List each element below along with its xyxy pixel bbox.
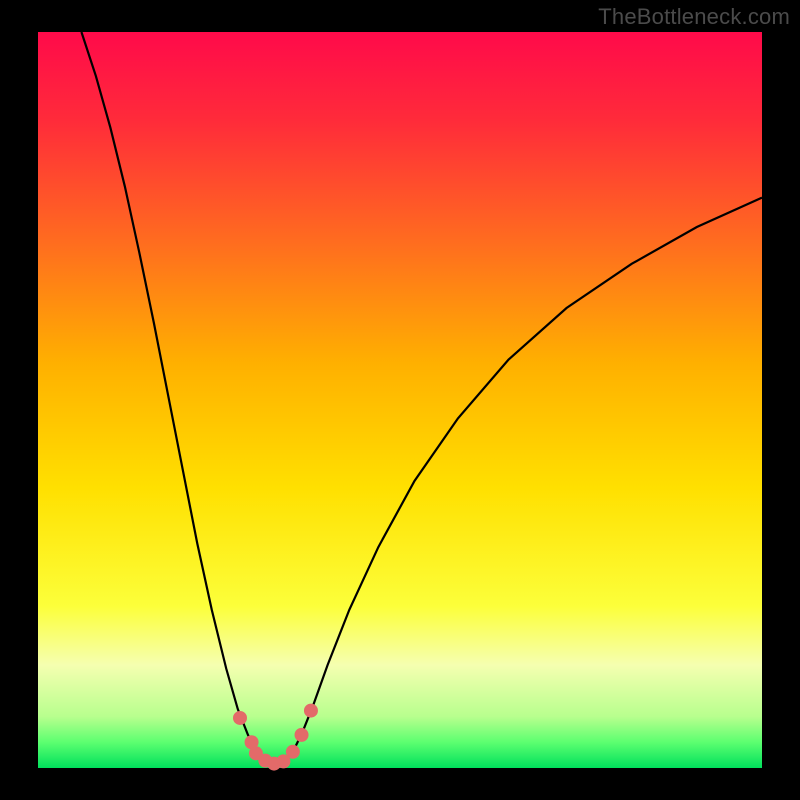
plot-background (38, 32, 762, 768)
marker-point (304, 704, 317, 717)
marker-point (286, 745, 299, 758)
chart-container: TheBottleneck.com (0, 0, 800, 800)
bottleneck-curve-chart (0, 0, 800, 800)
marker-point (295, 728, 308, 741)
marker-point (234, 711, 247, 724)
watermark-text: TheBottleneck.com (598, 4, 790, 30)
